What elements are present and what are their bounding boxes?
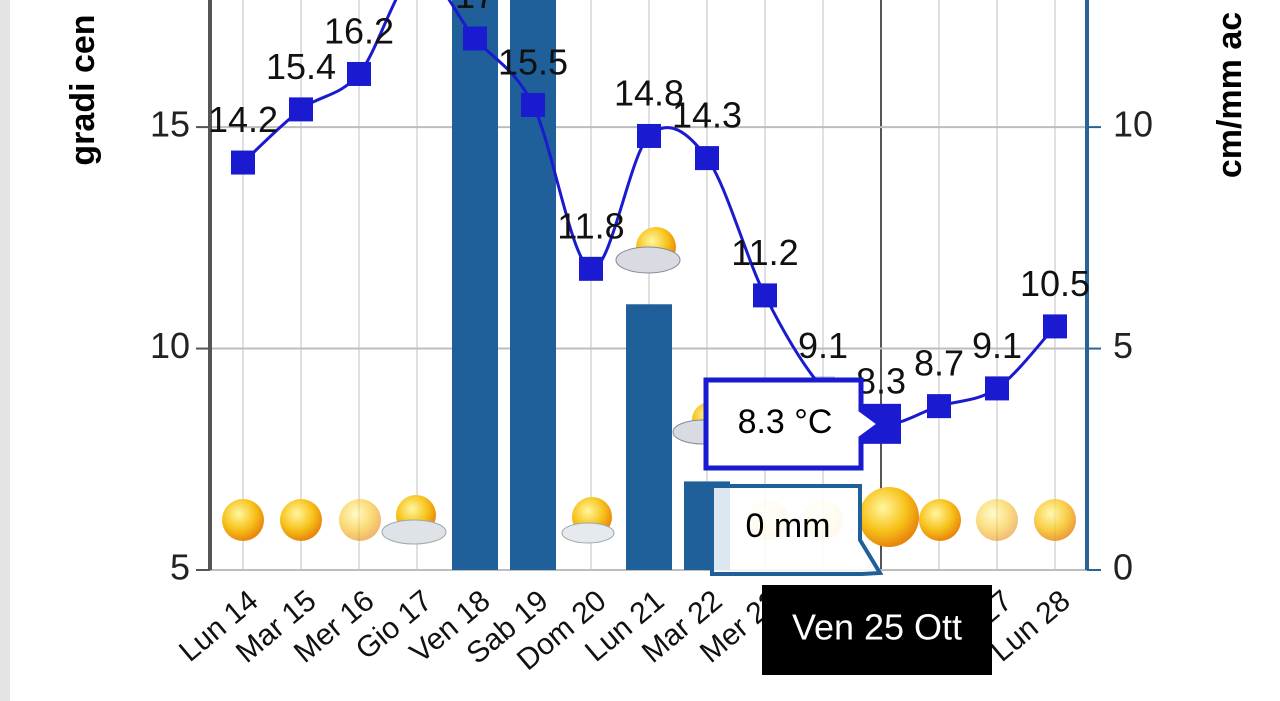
point-marker (1043, 314, 1067, 339)
point-marker (753, 283, 777, 308)
data-label: 15.4 (266, 46, 336, 87)
data-label: 10.5 (1020, 263, 1090, 304)
tooltip-box (703, 377, 885, 471)
y-tick-label: 5 (170, 547, 190, 588)
bar (626, 304, 672, 570)
y-tick-label: 15 (150, 104, 190, 145)
y2-axis-title: cm/mm ac (1211, 12, 1249, 178)
data-label: 11.2 (731, 232, 798, 273)
point-marker (521, 92, 545, 117)
point-marker (579, 256, 603, 281)
point-marker (347, 61, 371, 86)
point-marker (695, 146, 719, 171)
data-label: 9.1 (798, 325, 848, 366)
tooltip-text: 8.3 °C (738, 403, 833, 441)
point-marker (231, 150, 255, 175)
y2-tick-label: 5 (1113, 325, 1133, 366)
data-label: 8.3 (856, 360, 906, 401)
tooltip: 8.3 °C 0 mm Ven 25 Ott (703, 377, 992, 675)
point-marker (927, 394, 951, 419)
point-marker (637, 123, 661, 148)
data-label: 15.5 (498, 41, 568, 82)
data-label: 11.8 (557, 205, 624, 246)
point-marker (985, 376, 1009, 401)
data-label: 9.1 (972, 325, 1022, 366)
bar (510, 0, 556, 571)
y2-tick-label: 10 (1113, 104, 1153, 145)
point-marker (463, 26, 487, 51)
y2-tick-label: 0 (1113, 547, 1133, 588)
data-label: 14.8 (614, 72, 684, 113)
tooltip-title-box (762, 585, 992, 675)
data-label: 14.3 (672, 95, 742, 136)
y-tick-label: 10 (150, 325, 190, 366)
y-axis-title: gradi cen (64, 14, 102, 165)
data-label: 16.2 (324, 10, 394, 51)
point-marker (289, 97, 313, 122)
tooltip-title: Ven 25 Ott (792, 607, 962, 648)
tooltip-text: 0 mm (746, 507, 831, 545)
tooltip-box (710, 484, 884, 576)
data-marks: 14.215.416.21715.511.814.814.311.29.18.3… (208, 0, 1090, 571)
edge (0, 0, 10, 701)
data-label: 14.2 (208, 99, 278, 140)
bar (452, 0, 498, 571)
data-label: 8.7 (914, 343, 964, 384)
data-label: 17 (455, 0, 495, 16)
